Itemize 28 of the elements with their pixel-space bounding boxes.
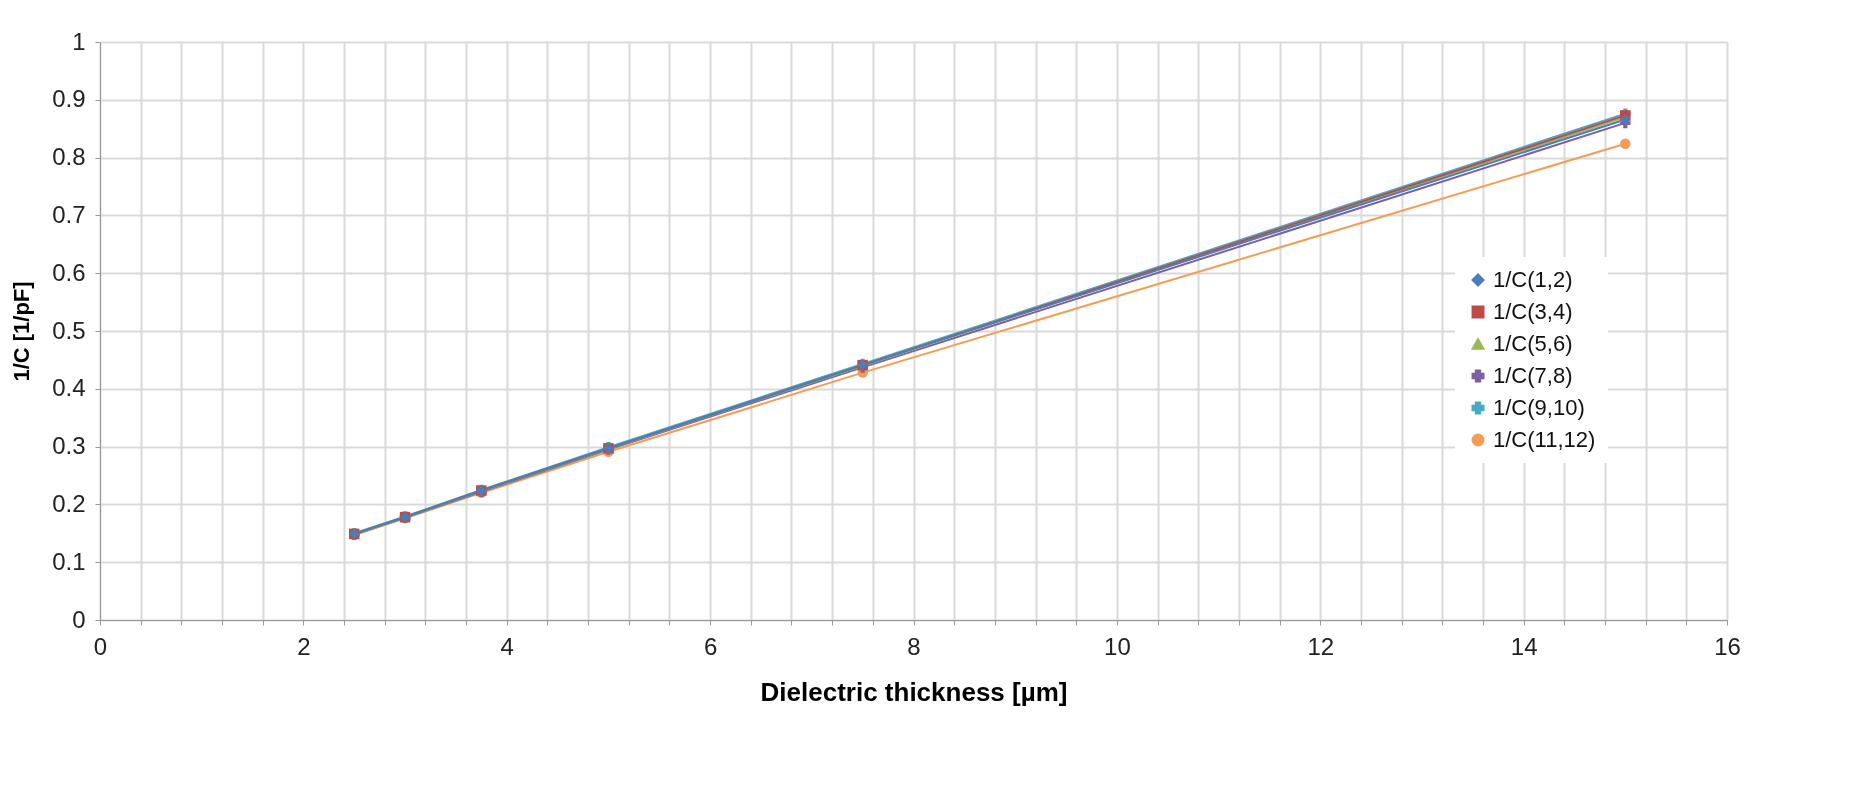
legend-label: 1/C(1,2)	[1493, 267, 1573, 292]
legend-label: 1/C(3,4)	[1493, 299, 1573, 324]
x-tick-label: 10	[1104, 632, 1131, 660]
y-tick-label: 0.3	[52, 432, 86, 460]
x-tick-label: 4	[500, 632, 514, 660]
x-axis-title: Dielectric thickness [µm]	[760, 676, 1068, 707]
x-tick-label: 14	[1510, 632, 1538, 660]
y-tick-label: 0.6	[52, 258, 86, 286]
y-tick-label: 0.5	[52, 316, 86, 344]
y-tick-label: 0	[72, 605, 86, 633]
x-tick-label: 16	[1714, 632, 1741, 660]
y-tick-label: 0.1	[52, 547, 86, 575]
legend-label: 1/C(7,8)	[1493, 363, 1573, 388]
y-tick-label: 0.8	[52, 143, 86, 171]
x-tick-label: 12	[1307, 632, 1335, 660]
y-tick-label: 0.2	[52, 489, 86, 517]
y-axis-title: 1/C [1/pF]	[9, 281, 35, 382]
y-tick-label: 0.4	[52, 374, 86, 402]
y-tick-label: 1	[72, 27, 86, 55]
legend-label: 1/C(11,12)	[1493, 427, 1596, 452]
legend-label: 1/C(9,10)	[1493, 395, 1585, 420]
y-tick-label: 0.7	[52, 200, 86, 228]
x-tick-label: 2	[297, 632, 311, 660]
legend-label: 1/C(5,6)	[1493, 331, 1573, 356]
x-tick-label: 6	[703, 632, 718, 660]
y-tick-label: 0.9	[52, 85, 86, 113]
x-tick-label: 0	[93, 632, 108, 660]
x-tick-label: 8	[907, 632, 921, 660]
